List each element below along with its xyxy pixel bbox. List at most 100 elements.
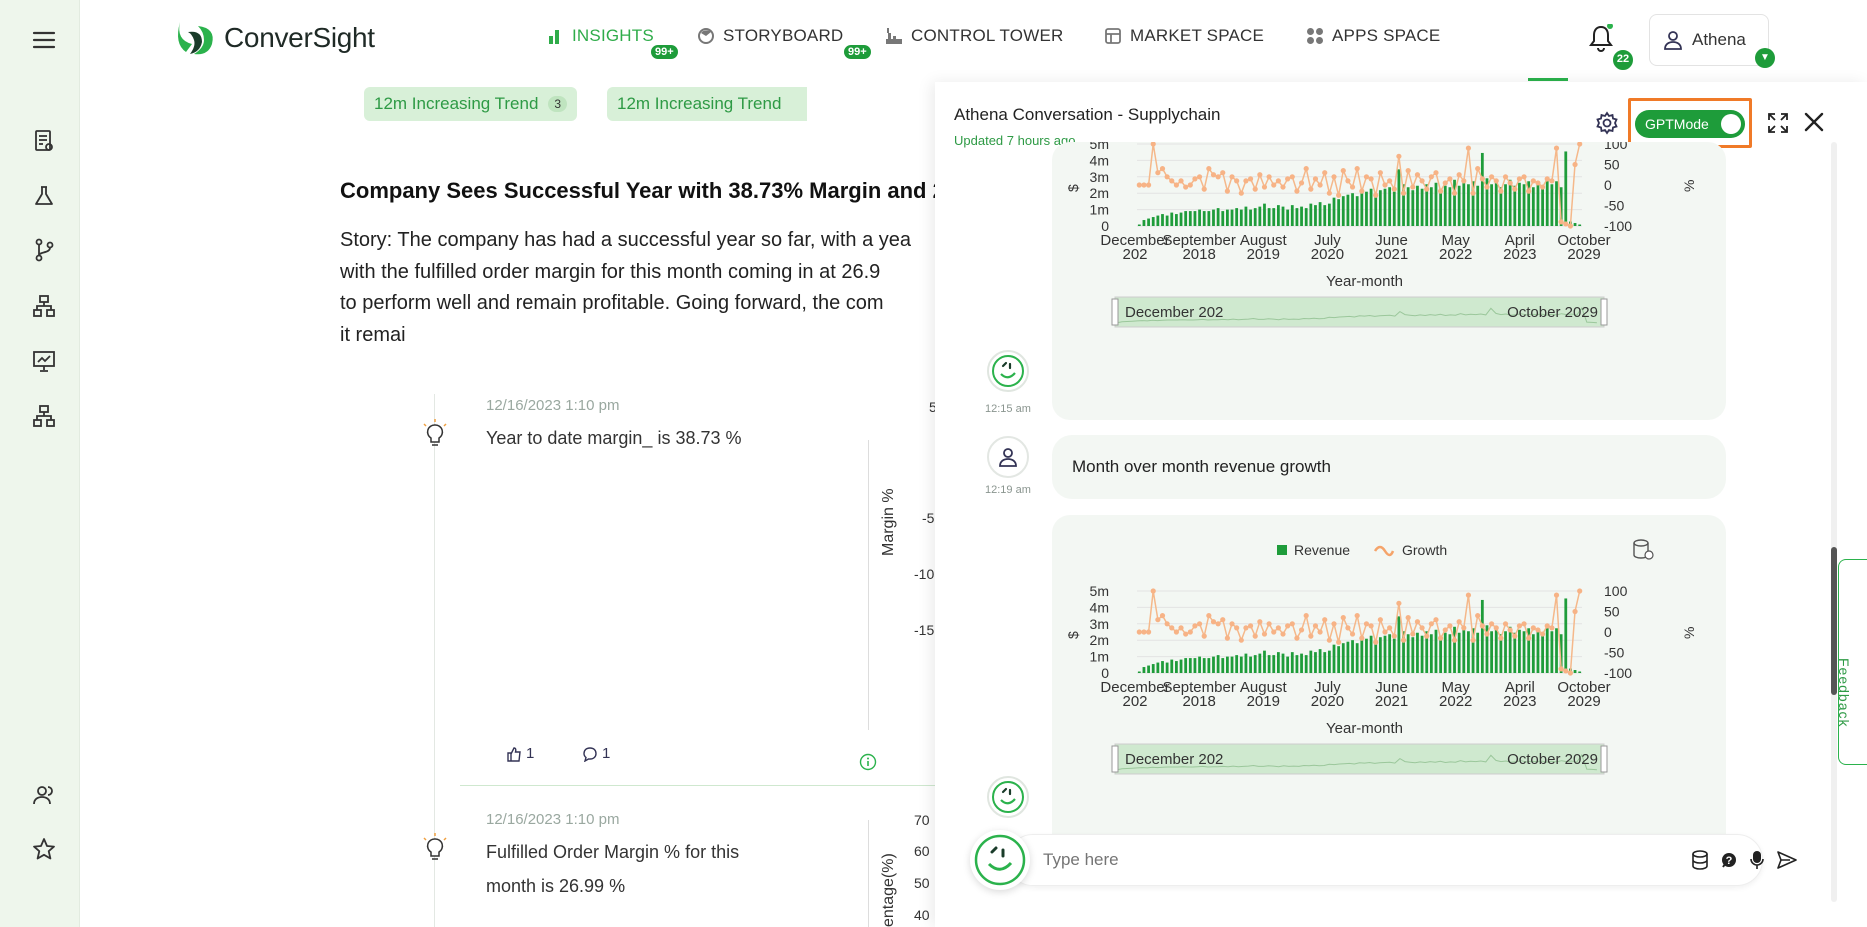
right-axis-tick: 0 — [1604, 177, 1612, 193]
x-axis-tick: 2023 — [1503, 246, 1536, 263]
growth-point — [1220, 170, 1226, 176]
x-axis-tick: 2018 — [1182, 246, 1215, 263]
growth-point — [1322, 617, 1328, 623]
growth-point — [1141, 182, 1147, 188]
growth-point — [1136, 182, 1142, 188]
x-axis-tick: 2029 — [1567, 693, 1600, 710]
story-text-line: with the fulfilled order margin for this… — [340, 261, 881, 283]
insight-divider — [460, 785, 935, 786]
bot-face-icon — [992, 355, 1024, 387]
growth-point — [1363, 621, 1370, 627]
revenue-bar — [1545, 179, 1549, 226]
assistant-launcher[interactable] — [970, 830, 1030, 890]
revenue-bar — [1420, 635, 1424, 673]
star-icon[interactable] — [28, 833, 60, 865]
info-icon[interactable] — [859, 753, 877, 776]
growth-point — [1234, 178, 1240, 184]
growth-point — [1447, 623, 1453, 629]
growth-point — [1539, 631, 1546, 637]
growth-point — [1475, 166, 1481, 172]
revenue-bar — [1346, 641, 1350, 673]
scrollbar-thumb[interactable] — [1831, 547, 1837, 695]
revenue-bar — [1555, 181, 1558, 226]
revenue-bar — [1253, 655, 1257, 673]
growth-point — [1243, 625, 1249, 631]
legend-growth-swatch — [1373, 545, 1395, 557]
x-axis-tick: 2019 — [1247, 693, 1280, 710]
revenue-bar — [1527, 628, 1531, 673]
growth-point — [1400, 190, 1407, 196]
right-axis-tick: 100 — [1604, 142, 1628, 152]
close-icon[interactable] — [1802, 110, 1826, 139]
revenue-bar — [1355, 196, 1359, 226]
x-axis-label: Year-month — [1326, 273, 1403, 290]
microphone-icon[interactable] — [1750, 850, 1764, 875]
growth-point — [1414, 619, 1421, 625]
trend-chip[interactable]: 12m Increasing Trend — [607, 87, 807, 121]
bg-chart-tick: 70 — [914, 812, 930, 828]
revenue-bar — [1249, 209, 1252, 226]
growth-point — [1414, 172, 1421, 178]
revenue-bar — [1402, 184, 1405, 226]
settings-gear-icon[interactable] — [1595, 111, 1619, 140]
comment-button[interactable]: 1 — [582, 745, 610, 762]
x-axis-tick: 2019 — [1247, 246, 1280, 263]
growth-point — [1229, 174, 1235, 180]
report-icon[interactable] — [28, 125, 60, 157]
growth-point — [1535, 627, 1541, 633]
expand-icon[interactable] — [1767, 112, 1789, 139]
nav-storyboard[interactable]: STORYBOARD — [697, 26, 843, 46]
message-time: 12:15 am — [985, 403, 1031, 415]
revenue-bar — [1388, 634, 1392, 673]
growth-point — [1224, 635, 1230, 641]
growth-point — [1312, 623, 1319, 629]
revenue-bar — [1175, 214, 1178, 226]
growth-point — [1558, 666, 1564, 672]
x-axis-label: Year-month — [1326, 720, 1403, 737]
revenue-bar — [1573, 223, 1577, 226]
send-icon[interactable] — [1777, 851, 1797, 874]
revenue-bar — [1550, 631, 1554, 673]
scrollbar-track[interactable] — [1831, 142, 1837, 902]
user-menu[interactable]: Athena — [1649, 14, 1769, 66]
nav-control-tower-label: CONTROL TOWER — [911, 26, 1064, 45]
bg-chart-tick: -15 — [914, 622, 935, 638]
chat-input[interactable] — [1043, 844, 1563, 876]
revenue-bar — [1318, 202, 1322, 226]
revenue-bar — [1184, 211, 1188, 226]
x-axis-tick: 2023 — [1503, 693, 1536, 710]
growth-point — [1438, 188, 1444, 194]
storyboard-badge: 99+ — [843, 44, 872, 60]
trend-chip[interactable]: 12m Increasing Trend 3 — [364, 87, 578, 121]
revenue-bar — [1239, 209, 1243, 226]
growth-point — [1252, 633, 1258, 639]
notification-bell-icon[interactable] — [1588, 23, 1614, 59]
revenue-bar — [1490, 184, 1493, 226]
growth-point — [1187, 629, 1193, 635]
git-branch-icon[interactable] — [28, 234, 60, 266]
nav-apps-space[interactable]: APPS SPACE — [1306, 26, 1440, 46]
nav-market-space[interactable]: MARKET SPACE — [1104, 26, 1264, 46]
presentation-chart-icon[interactable] — [28, 345, 60, 377]
growth-point — [1280, 184, 1286, 190]
growth-point — [1493, 178, 1499, 184]
database-icon[interactable] — [1691, 850, 1709, 875]
brand-logo[interactable]: ConverSight — [174, 18, 375, 58]
hierarchy-icon[interactable] — [28, 290, 60, 322]
revenue-bar — [1411, 637, 1415, 673]
right-axis-tick: -100 — [1604, 218, 1632, 234]
nav-control-tower[interactable]: CONTROL TOWER — [885, 26, 1063, 46]
hamburger-menu-icon[interactable] — [28, 24, 60, 56]
flask-icon[interactable] — [28, 180, 60, 212]
gpt-mode-toggle[interactable]: GPTMode — [1635, 110, 1745, 138]
revenue-bar — [1235, 208, 1239, 226]
feedback-tab[interactable]: Feedback — [1836, 559, 1867, 765]
org-structure-icon[interactable] — [28, 400, 60, 432]
users-icon[interactable] — [28, 779, 60, 811]
help-icon[interactable]: ? — [1720, 851, 1738, 874]
revenue-bar — [1383, 188, 1387, 226]
like-button[interactable]: 1 — [506, 745, 534, 762]
nav-insights[interactable]: INSIGHTS — [548, 26, 654, 46]
growth-point — [1530, 625, 1536, 631]
user-menu-chevron-icon[interactable]: ▼ — [1755, 48, 1775, 68]
